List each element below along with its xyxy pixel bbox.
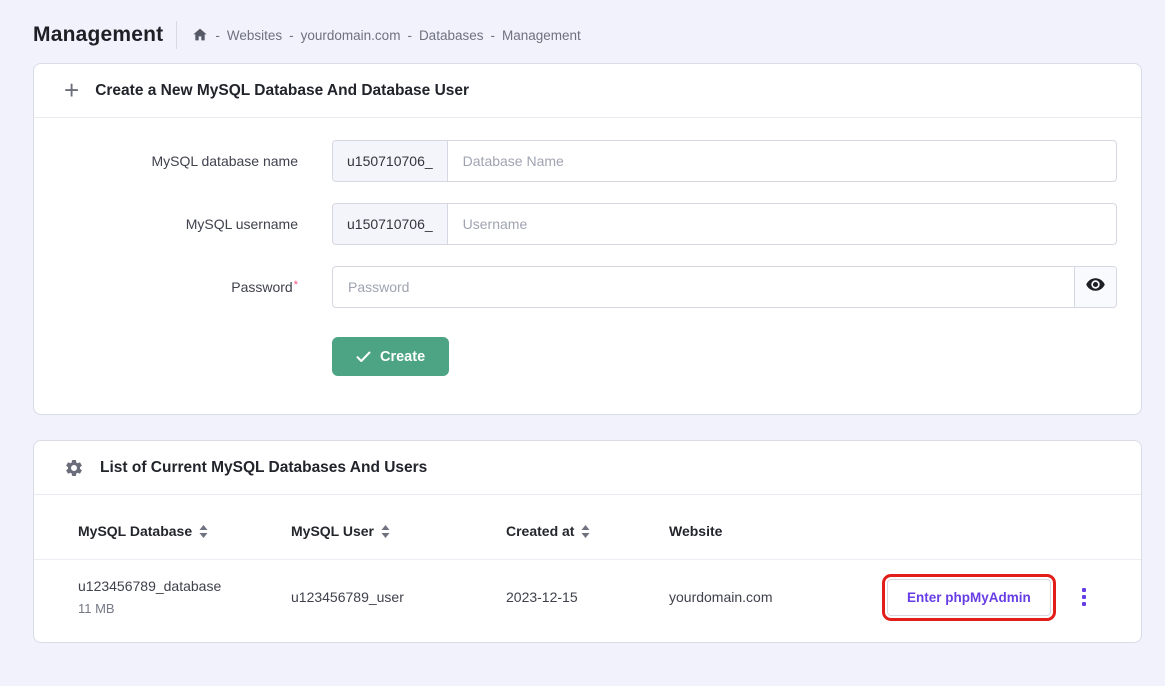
username-input-group: u150710706_ (332, 203, 1117, 245)
plus-icon: + (64, 74, 80, 105)
column-header-website: Website (669, 523, 887, 539)
password-row: Password* (58, 266, 1117, 308)
breadcrumb-separator: - (215, 27, 220, 43)
username-prefix: u150710706_ (333, 204, 448, 244)
create-card-header: + Create a New MySQL Database And Databa… (34, 64, 1141, 118)
create-card-title: Create a New MySQL Database And Database… (95, 81, 470, 99)
page-title: Management (33, 23, 164, 46)
kebab-dot (1081, 588, 1086, 592)
database-name-prefix: u150710706_ (333, 141, 448, 181)
column-label: MySQL User (291, 523, 374, 539)
create-database-card: + Create a New MySQL Database And Databa… (33, 63, 1142, 415)
database-name-input[interactable] (447, 141, 1116, 181)
cell-actions: Enter phpMyAdmin (882, 573, 1070, 621)
page-header: Management - Websites - yourdomain.com -… (33, 0, 1142, 50)
table-header: MySQL Database MySQL User Created at Web… (34, 495, 1141, 560)
row-options-kebab-menu[interactable] (1070, 586, 1097, 608)
column-header-created-at[interactable]: Created at (506, 523, 669, 539)
create-card-body: MySQL database name u150710706_ MySQL us… (34, 118, 1141, 414)
home-icon[interactable] (192, 27, 208, 43)
header-divider (176, 21, 178, 49)
database-name-row: MySQL database name u150710706_ (58, 140, 1117, 182)
column-label: MySQL Database (78, 523, 193, 539)
toggle-password-visibility-button[interactable] (1074, 267, 1116, 307)
breadcrumb-item-management: Management (501, 27, 581, 43)
database-name: u123456789_database (78, 578, 222, 594)
database-size: 11 MB (78, 601, 115, 616)
column-label: Website (669, 523, 723, 539)
column-header-mysql-user[interactable]: MySQL User (291, 523, 506, 539)
username-input[interactable] (447, 204, 1116, 244)
required-asterisk: * (293, 279, 298, 291)
sort-icon (199, 524, 208, 538)
password-input-group (332, 266, 1117, 308)
sort-icon (381, 524, 390, 538)
kebab-dot (1081, 595, 1086, 599)
column-header-mysql-database[interactable]: MySQL Database (78, 523, 291, 539)
cell-user: u123456789_user (291, 589, 404, 605)
breadcrumb-separator: - (490, 27, 495, 43)
enter-phpmyadmin-button[interactable]: Enter phpMyAdmin (882, 573, 1056, 621)
database-name-input-group: u150710706_ (332, 140, 1117, 182)
create-button[interactable]: Create (332, 337, 450, 376)
eye-icon (1085, 274, 1106, 300)
list-card-header: List of Current MySQL Databases And User… (34, 441, 1141, 495)
sort-icon (581, 524, 590, 538)
password-label: Password* (58, 279, 332, 295)
breadcrumb-item-websites[interactable]: Websites (226, 27, 283, 43)
breadcrumb-separator: - (407, 27, 412, 43)
breadcrumb: - Websites - yourdomain.com - Databases … (192, 27, 581, 43)
column-label: Created at (506, 523, 575, 539)
list-card-title: List of Current MySQL Databases And User… (100, 458, 428, 476)
create-button-label: Create (380, 348, 426, 365)
table-row: u123456789_database 11 MB u123456789_use… (34, 560, 1141, 642)
mysql-management-page: Management - Websites - yourdomain.com -… (33, 0, 1142, 643)
database-list-card: List of Current MySQL Databases And User… (33, 440, 1142, 643)
username-row: MySQL username u150710706_ (58, 203, 1117, 245)
gear-icon (64, 458, 84, 478)
database-name-label: MySQL database name (151, 153, 298, 169)
password-input[interactable] (333, 267, 1074, 307)
username-label: MySQL username (185, 216, 298, 232)
cell-created-at: 2023-12-15 (506, 589, 578, 605)
cell-database: u123456789_database 11 MB (78, 578, 291, 616)
breadcrumb-item-domain[interactable]: yourdomain.com (300, 27, 401, 43)
check-icon (356, 351, 371, 363)
kebab-dot (1081, 602, 1086, 606)
password-label-text: Password (231, 279, 293, 295)
cell-website: yourdomain.com (669, 589, 773, 605)
breadcrumb-separator: - (289, 27, 294, 43)
breadcrumb-item-databases[interactable]: Databases (418, 27, 484, 43)
